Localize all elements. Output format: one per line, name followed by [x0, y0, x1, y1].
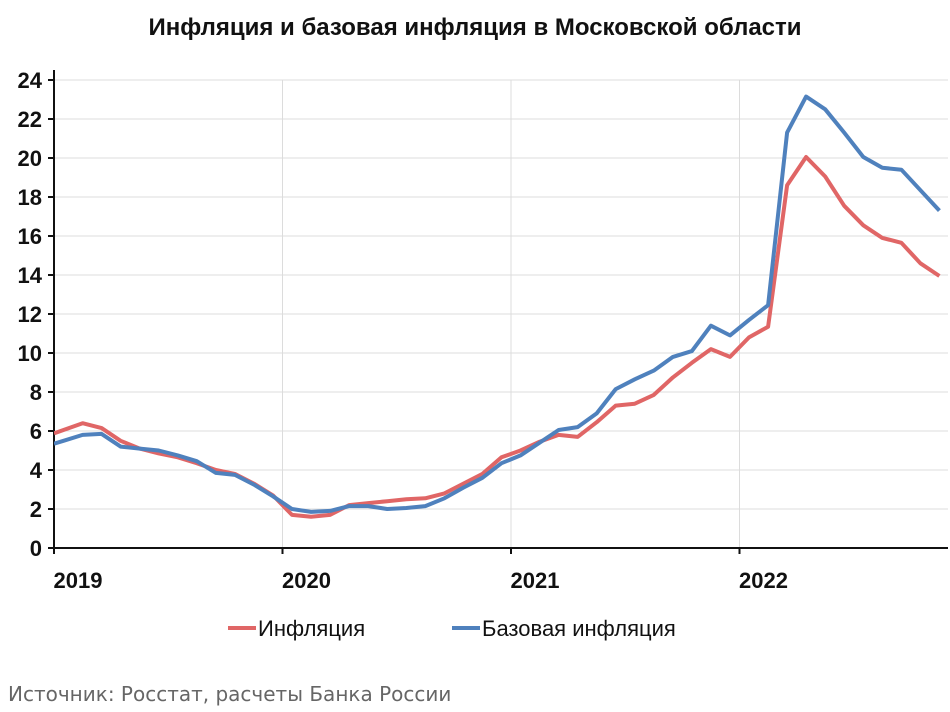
series-line-0	[54, 155, 941, 519]
series-lines	[54, 94, 941, 519]
y-tick-label: 12	[18, 302, 42, 327]
x-tick-label: 2020	[282, 568, 331, 593]
y-tick-label: 8	[30, 380, 42, 405]
legend: Инфляция Базовая инфляция	[228, 616, 676, 641]
legend-label: Базовая инфляция	[482, 616, 676, 641]
y-tick-label: 6	[30, 419, 42, 444]
y-tick-label: 22	[18, 107, 42, 132]
y-tick-label: 2	[30, 497, 42, 522]
y-tick-label: 14	[18, 263, 43, 288]
y-tick-label: 16	[18, 224, 42, 249]
series-line-1	[54, 94, 941, 514]
source-note: Источник: Росстат, расчеты Банка России	[8, 682, 452, 706]
x-tick-label: 2021	[511, 568, 560, 593]
x-tick-label: 2022	[739, 568, 788, 593]
legend-label: Инфляция	[258, 616, 365, 641]
y-tick-label: 24	[18, 68, 43, 93]
y-tick-label: 20	[18, 146, 42, 171]
grid	[54, 79, 948, 548]
x-tick-label: 2019	[54, 568, 103, 593]
y-tick-label: 4	[30, 458, 43, 483]
chart-title: Инфляция и базовая инфляция в Московской…	[148, 14, 802, 41]
y-tick-label: 0	[30, 536, 42, 561]
y-tick-label: 10	[18, 341, 42, 366]
y-tick-label: 18	[18, 185, 42, 210]
